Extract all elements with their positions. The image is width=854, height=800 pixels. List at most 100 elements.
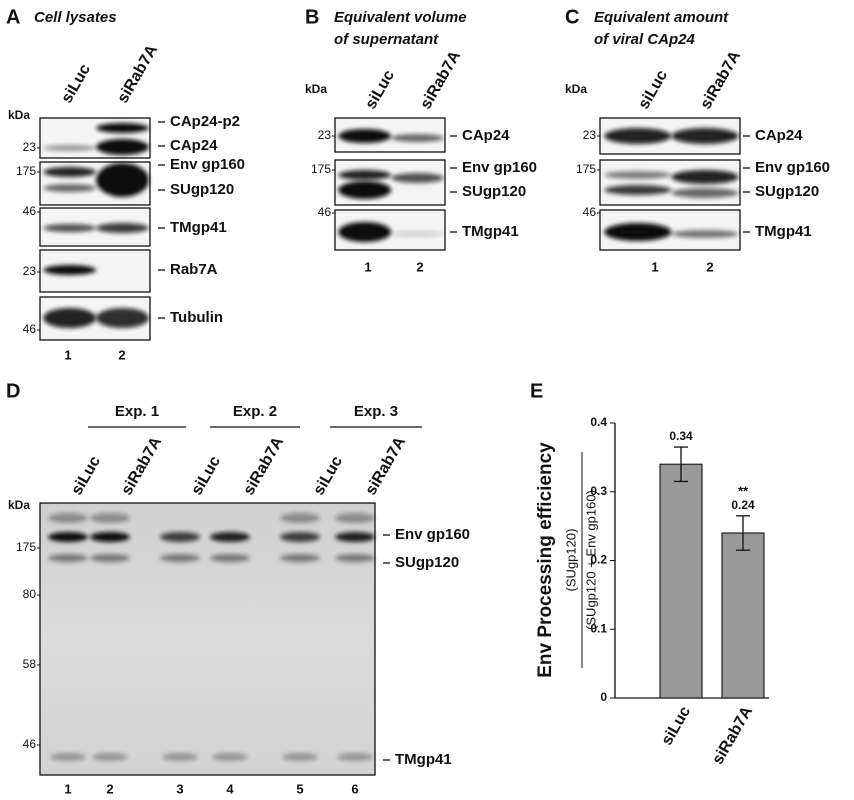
- lane-number: 6: [351, 781, 358, 796]
- band: [43, 184, 97, 192]
- band: [335, 532, 375, 542]
- panel-letter: D: [6, 380, 20, 402]
- panel-title: of viral CAp24: [594, 31, 696, 48]
- lane-label: siLuc: [635, 67, 671, 112]
- band-label: Env gp160: [170, 156, 245, 173]
- marker-label: 46: [23, 737, 37, 751]
- kda-label: kDa: [305, 82, 327, 96]
- band-label: TMgp41: [755, 223, 812, 240]
- lane-number: 3: [176, 781, 183, 796]
- panel-title: Equivalent volume: [334, 9, 467, 26]
- marker-label: 175: [16, 164, 36, 178]
- panel-letter: B: [305, 6, 319, 28]
- x-tick-label: siLuc: [658, 704, 694, 749]
- band: [90, 554, 130, 562]
- band: [280, 532, 320, 542]
- band-label: Rab7A: [170, 261, 218, 278]
- band: [96, 308, 149, 328]
- marker-label: 175: [576, 162, 596, 176]
- band: [391, 173, 444, 183]
- panel-letter: A: [6, 6, 20, 28]
- band: [604, 128, 672, 144]
- band: [671, 230, 739, 238]
- band: [96, 163, 149, 197]
- band: [604, 171, 672, 179]
- kda-label: kDa: [8, 108, 30, 122]
- lane-label: siRab7A: [697, 48, 744, 112]
- lane-number: 1: [364, 259, 371, 274]
- band-label: Tubulin: [170, 309, 223, 326]
- y-tick-label: 0: [600, 690, 607, 704]
- band-label: CAp24: [462, 127, 510, 144]
- lane-number: 5: [296, 781, 303, 796]
- y-label-denominator: (SUgp120 + Env gp160): [583, 490, 598, 630]
- lane-label: siRab7A: [114, 42, 161, 106]
- lane-label: siLuc: [188, 453, 224, 498]
- panel-letter: E: [530, 380, 543, 402]
- band: [48, 554, 88, 562]
- lane-number: 2: [118, 347, 125, 362]
- band-label: TMgp41: [395, 751, 452, 768]
- marker-label: 80: [23, 587, 37, 601]
- bar: [721, 532, 765, 699]
- error-bar: [674, 446, 688, 483]
- lane-label: siRab7A: [362, 434, 409, 498]
- band: [162, 753, 198, 761]
- panel-letter: C: [565, 6, 579, 28]
- band-label: CAp24: [755, 127, 803, 144]
- experiment-label: Exp. 3: [354, 403, 398, 420]
- band: [96, 139, 149, 155]
- marker-label: 46: [583, 205, 597, 219]
- marker-label: 46: [23, 322, 37, 336]
- band: [671, 170, 739, 184]
- blot: [39, 502, 376, 776]
- lane-number: 1: [64, 347, 71, 362]
- band: [338, 170, 392, 180]
- band: [43, 265, 97, 275]
- panel-title: Equivalent amount: [594, 9, 729, 26]
- kda-label: kDa: [8, 498, 30, 512]
- band: [90, 532, 130, 542]
- band: [43, 308, 97, 328]
- bar: [659, 463, 703, 699]
- y-tick-label: 0.4: [590, 415, 607, 429]
- marker-label: 175: [16, 540, 36, 554]
- band: [337, 753, 373, 761]
- y-tick-label: 0.2: [590, 553, 607, 567]
- lane-number: 1: [651, 259, 658, 274]
- band: [96, 123, 149, 133]
- y-label-numerator: (SUgp120): [563, 529, 578, 592]
- band: [335, 554, 375, 562]
- experiment-label: Exp. 2: [233, 403, 277, 420]
- band-label: SUgp120: [395, 554, 459, 571]
- band: [90, 513, 130, 523]
- band: [671, 128, 739, 144]
- kda-label: kDa: [565, 82, 587, 96]
- band: [335, 513, 375, 523]
- band: [43, 224, 97, 232]
- marker-label: 23: [23, 264, 37, 278]
- band-label: SUgp120: [755, 183, 819, 200]
- band-label: TMgp41: [462, 223, 519, 240]
- band-label: SUgp120: [462, 183, 526, 200]
- x-tick-label: siRab7A: [709, 703, 756, 767]
- lane-number: 2: [706, 259, 713, 274]
- band: [338, 129, 392, 143]
- y-tick-label: 0.3: [590, 484, 607, 498]
- band: [210, 554, 250, 562]
- lane-label: siLuc: [68, 453, 104, 498]
- band: [282, 753, 318, 761]
- band-label: CAp24-p2: [170, 113, 240, 130]
- error-bar: [736, 515, 750, 551]
- band: [338, 181, 392, 199]
- marker-label: 175: [311, 162, 331, 176]
- lane-label: siLuc: [310, 453, 346, 498]
- band: [43, 167, 97, 177]
- band: [338, 222, 392, 242]
- lane-label: siRab7A: [240, 434, 287, 498]
- significance-label: **: [738, 483, 749, 498]
- band-label: SUgp120: [170, 181, 234, 198]
- band: [43, 145, 97, 151]
- band: [280, 513, 320, 523]
- band: [391, 134, 444, 142]
